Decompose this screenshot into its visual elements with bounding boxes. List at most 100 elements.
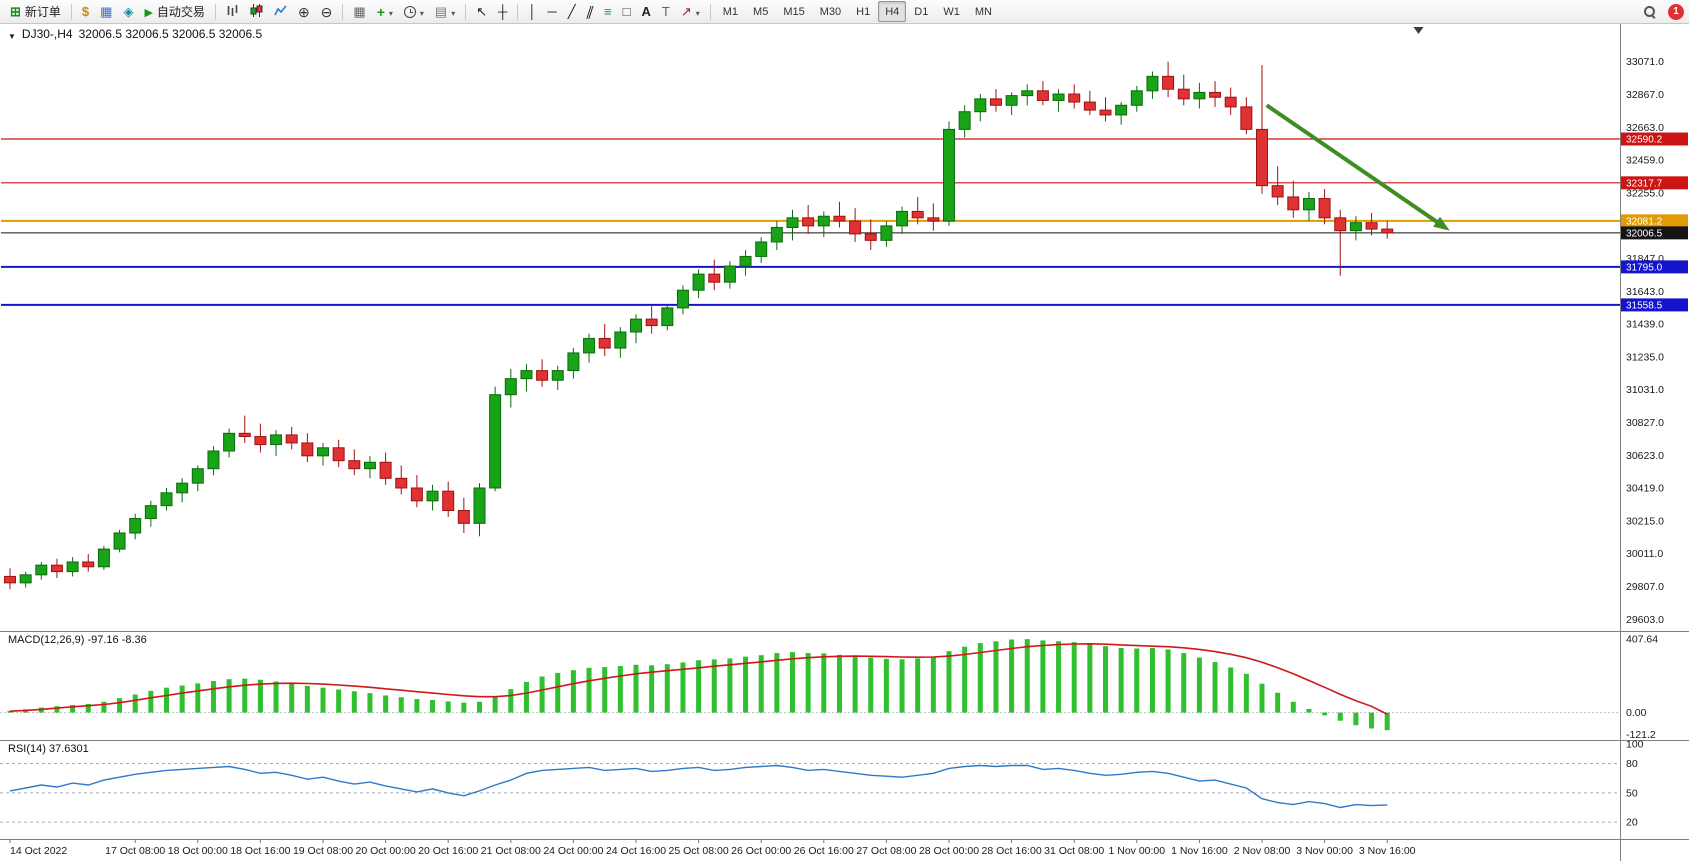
timeframe-mn[interactable]: MN: [968, 1, 999, 22]
bar-chart-button[interactable]: [221, 1, 244, 22]
time-labels: 14 Oct 2022 17 Oct 08:00 18 Oct 00:00 18 Oc…: [9, 840, 1416, 857]
data-window-button[interactable]: [95, 1, 117, 22]
zoom-in-icon: [298, 5, 310, 19]
timeframe-m30[interactable]: M30: [813, 1, 848, 22]
svg-text:32590.2: 32590.2: [1626, 135, 1663, 146]
macd-indicator-label: MACD(12,26,9) -97.16 -8.36: [8, 634, 147, 646]
candle: [442, 481, 455, 517]
time-label: 20 Oct 16:00: [418, 845, 478, 857]
candle: [473, 483, 486, 537]
zoom-out-button[interactable]: [316, 1, 338, 22]
candle: [1177, 74, 1190, 106]
fibonacci-button[interactable]: [599, 1, 617, 22]
candle: [1287, 180, 1300, 218]
crosshair-button[interactable]: [493, 1, 512, 22]
time-axis-svg[interactable]: 14 Oct 2022 17 Oct 08:00 18 Oct 00:00 18 Oc…: [0, 839, 1689, 861]
candle: [223, 428, 236, 458]
candle: [1083, 90, 1096, 115]
svg-text:0.00: 0.00: [1626, 707, 1647, 719]
candle: [66, 557, 79, 577]
market-watch-icon: [82, 5, 89, 18]
timeframe-h4[interactable]: H4: [878, 1, 907, 22]
timeframe-w1[interactable]: W1: [936, 1, 967, 22]
timeframe-d1[interactable]: D1: [907, 1, 935, 22]
periods-button[interactable]: [399, 1, 429, 22]
candlestick-chart-button[interactable]: [245, 1, 268, 22]
toolbar-separator: [342, 3, 344, 20]
time-label: 14 Oct 2022: [10, 845, 67, 857]
candle: [880, 221, 893, 247]
candle: [896, 206, 909, 234]
time-label: 24 Oct 16:00: [606, 845, 666, 857]
candle: [708, 259, 721, 291]
new-order-label: 新订单: [24, 5, 61, 19]
timeframe-m5[interactable]: M5: [746, 1, 775, 22]
candle: [207, 446, 220, 476]
chevron-down-icon: [389, 5, 393, 19]
candle: [989, 89, 1002, 112]
candle: [1224, 87, 1237, 115]
market-watch-button[interactable]: [77, 1, 94, 22]
shapes-button[interactable]: [618, 1, 636, 22]
templates-button[interactable]: [430, 1, 460, 22]
candle: [144, 500, 157, 527]
time-label: 26 Oct 00:00: [731, 845, 791, 857]
candlestick-chart-icon: [250, 4, 263, 19]
candle: [1365, 213, 1378, 236]
price-badge: 31558.5: [1621, 298, 1688, 312]
one-click-trading-toggle-icon[interactable]: [8, 28, 16, 41]
shapes-icon: [623, 5, 631, 18]
main-chart-svg[interactable]: 33071.032867.032663.032459.032255.032051…: [0, 24, 1689, 631]
template-icon: [435, 5, 447, 18]
text-label-button[interactable]: [657, 1, 675, 22]
rsi-svg[interactable]: 100 80 50 20: [0, 740, 1689, 839]
text-button[interactable]: [636, 1, 655, 22]
auto-trading-button[interactable]: 自动交易: [139, 1, 209, 22]
new-order-button[interactable]: 新订单: [5, 1, 66, 22]
vertical-line-button[interactable]: [523, 1, 541, 22]
notification-badge[interactable]: 1: [1668, 3, 1684, 20]
trend-arrow[interactable]: [1265, 103, 1443, 227]
svg-text:31031.0: 31031.0: [1626, 384, 1664, 396]
level-lines[interactable]: [1, 138, 1620, 306]
tile-windows-button[interactable]: [348, 1, 370, 22]
channel-button[interactable]: [582, 1, 599, 22]
search-button[interactable]: [1638, 1, 1661, 22]
time-label: 25 Oct 08:00: [669, 845, 729, 857]
svg-text:31643.0: 31643.0: [1626, 286, 1664, 298]
candle: [363, 455, 376, 479]
candle: [661, 304, 674, 331]
candle: [1068, 84, 1081, 109]
macd-signal-line: [9, 642, 1388, 715]
chart-shift-marker-icon[interactable]: [1413, 27, 1424, 34]
candle: [864, 219, 877, 250]
svg-text:30623.0: 30623.0: [1626, 450, 1664, 462]
candle: [567, 348, 580, 379]
indicators-button[interactable]: [372, 1, 398, 22]
arrows-button[interactable]: [676, 1, 705, 22]
crosshair-icon: [498, 5, 507, 18]
candle: [348, 449, 361, 476]
svg-text:30215.0: 30215.0: [1626, 515, 1664, 527]
timeframe-m1[interactable]: M1: [716, 1, 745, 22]
svg-text:32317.7: 32317.7: [1626, 178, 1663, 189]
timeframe-h1[interactable]: H1: [849, 1, 877, 22]
svg-text:32663.0: 32663.0: [1626, 122, 1664, 134]
price-badge: 32006.5: [1621, 226, 1688, 240]
navigator-button[interactable]: [118, 1, 138, 22]
line-chart-button[interactable]: [269, 1, 292, 22]
svg-text:31439.0: 31439.0: [1626, 319, 1664, 331]
zoom-out-icon: [321, 5, 333, 19]
macd-svg[interactable]: 407.64 0.00 -121.2: [0, 631, 1689, 740]
zoom-in-button[interactable]: [293, 1, 315, 22]
cursor-icon: [476, 5, 487, 18]
candle: [1349, 216, 1362, 241]
candle: [1052, 89, 1065, 112]
trendline-button[interactable]: [563, 1, 581, 22]
bar-chart-icon: [226, 4, 239, 19]
candle: [410, 475, 423, 508]
timeframe-m15[interactable]: M15: [776, 1, 811, 22]
candle: [833, 201, 846, 228]
horizontal-line-button[interactable]: [542, 1, 561, 22]
cursor-button[interactable]: [471, 1, 492, 22]
